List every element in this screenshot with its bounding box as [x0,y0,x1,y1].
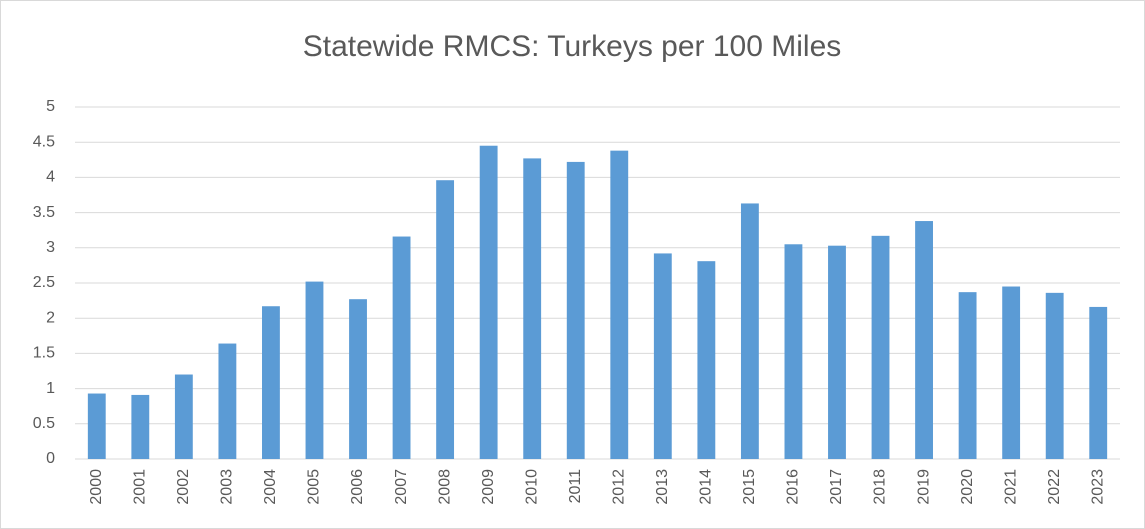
bar [174,374,193,459]
x-tick-label: 2006 [349,469,366,505]
bar [958,292,977,459]
x-tick-label: 2010 [523,469,540,505]
bar [87,393,106,459]
y-tick-label: 2 [46,309,55,326]
x-tick-label: 2020 [959,469,976,505]
bar [262,306,280,459]
y-tick-label: 0.5 [33,415,55,432]
x-tick-label: 2007 [393,469,410,505]
bar [1089,306,1108,459]
x-tick-label: 2015 [741,469,758,505]
x-tick-label: 2014 [698,469,715,505]
bar [610,150,629,459]
bar [392,236,411,459]
bar [1002,286,1021,459]
bar [349,299,367,459]
bar [828,245,846,459]
bar [915,221,933,459]
bar [131,394,150,459]
x-tick-label: 2002 [175,469,192,505]
x-tick-label: 2000 [88,469,105,505]
x-tick-label: 2023 [1089,469,1106,505]
x-tick-label: 2001 [132,469,149,505]
y-tick-label: 1.5 [33,345,55,362]
y-tick-label: 0 [46,450,55,467]
bar [566,161,585,460]
x-tick-label: 2021 [1002,469,1019,505]
x-tick-label: 2011 [567,469,584,504]
bar [1045,292,1064,459]
x-tick-label: 2018 [872,469,889,505]
x-tick-label: 2022 [1046,469,1063,505]
x-tick-label: 2012 [610,469,627,505]
bar [479,145,498,459]
bar [697,261,716,459]
x-tick-label: 2008 [436,469,453,505]
bar [740,203,759,459]
y-tick-label: 3 [46,239,55,256]
y-tick-label: 2.5 [33,274,55,291]
bar [871,235,890,459]
bar [305,281,324,459]
bar [784,244,803,459]
x-tick-label: 2017 [828,469,845,505]
x-tick-label: 2019 [915,469,932,505]
x-tick-label: 2003 [219,469,236,505]
y-tick-label: 4.5 [33,133,55,150]
x-tick-label: 2013 [654,469,671,505]
y-tick-label: 5 [46,98,55,115]
x-tick-label: 2009 [480,469,497,505]
y-tick-label: 1 [46,380,55,397]
bar [523,158,542,459]
x-tick-label: 2004 [262,469,279,505]
chart-title: Statewide RMCS: Turkeys per 100 Miles [303,30,842,63]
y-tick-label: 4 [46,169,55,186]
x-tick-label: 2005 [306,469,323,505]
x-tick-label: 2016 [785,469,802,505]
bar [218,343,237,459]
y-tick-label: 3.5 [33,204,55,221]
bar [436,180,455,459]
bar [653,253,672,459]
